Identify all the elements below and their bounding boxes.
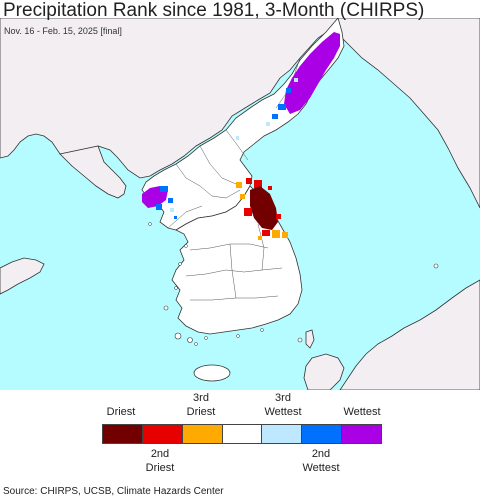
legend-label-2nd-wettest: 2nd Wettest [302, 448, 340, 474]
legend-swatch-normal [222, 425, 263, 443]
russia-northeast [335, 18, 480, 209]
wettest-region-nw [142, 186, 177, 219]
legend-label-3rd-driest: 3rd Driest [186, 392, 216, 418]
jeju-island [193, 364, 231, 382]
island [297, 337, 303, 343]
coastal-islets [148, 222, 264, 346]
legend-swatch-2nd-driest [142, 425, 183, 443]
shandong-peninsula [0, 257, 45, 295]
island [187, 337, 193, 343]
legend-label-wettest: Wettest [343, 406, 381, 418]
map-area [0, 18, 480, 390]
china-mainland [0, 18, 339, 179]
wettest-region-ne [236, 32, 340, 140]
island [174, 332, 182, 340]
legend-swatch-2nd-wettest [302, 425, 343, 443]
map-subtitle: Nov. 16 - Feb. 15, 2025 [final] [4, 26, 122, 36]
map-title: Precipitation Rank since 1981, 3-Month (… [3, 0, 425, 21]
map-svg [0, 18, 480, 390]
province-boundaries [167, 57, 301, 301]
legend-swatch-driest [103, 425, 143, 443]
legend-swatch-3rd-wettest [262, 425, 303, 443]
source-credit: Source: CHIRPS, UCSB, Climate Hazards Ce… [3, 486, 224, 497]
japan-kyushu [303, 353, 345, 390]
liaodong-peninsula [59, 145, 127, 199]
tsushima-island [305, 329, 315, 349]
legend-label-2nd-driest: 2nd Driest [145, 448, 175, 474]
legend-color-bar [102, 424, 382, 444]
island [163, 305, 169, 311]
legend-label-3rd-wettest: 3rd Wettest [264, 392, 302, 418]
driest-region-east [236, 178, 288, 240]
legend-label-driest: Driest [106, 406, 136, 418]
legend-swatch-wettest [342, 425, 382, 443]
japan-honshu [339, 279, 480, 390]
island [433, 263, 439, 269]
legend-swatch-3rd-driest [182, 425, 223, 443]
